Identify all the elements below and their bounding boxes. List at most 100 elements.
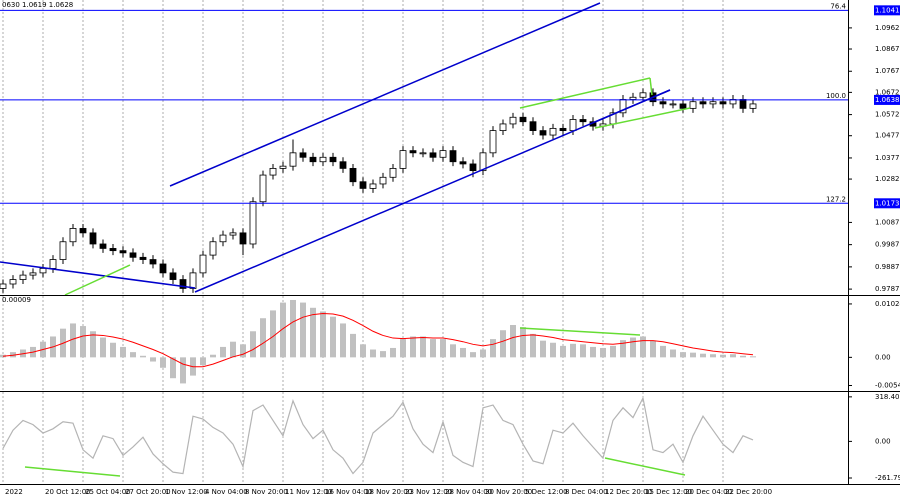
y-tick-label: 0.9887 <box>875 263 900 271</box>
divergence-line <box>594 107 691 129</box>
price-box <box>874 5 900 16</box>
macd-bar <box>640 336 646 358</box>
x-tick-label: 2022 <box>5 488 23 496</box>
macd-bar <box>70 323 76 358</box>
level-label: 127.2 <box>826 195 846 203</box>
candle-body <box>369 183 377 189</box>
candle-body <box>319 156 327 163</box>
candle-body <box>579 119 587 123</box>
candle-body <box>639 92 647 98</box>
macd-bar <box>750 356 756 358</box>
macd-bar <box>560 345 566 358</box>
macd-bar <box>690 352 696 358</box>
grid <box>2 0 724 484</box>
x-tick-label: 20 Dec 04:00 <box>685 488 732 496</box>
x-tick-label: 12 Dec 20:00 <box>605 488 652 496</box>
candle-body <box>549 127 557 136</box>
candle-body <box>229 232 237 236</box>
candle-body <box>39 268 47 274</box>
candle-body <box>349 167 357 183</box>
candle-body <box>0 283 7 289</box>
divergence-line <box>604 457 686 476</box>
x-tick-label: 16 Nov 04:00 <box>325 488 372 496</box>
trend-line <box>594 89 671 123</box>
macd-bar <box>510 325 516 358</box>
candle-body <box>329 156 337 163</box>
macd-bar <box>310 307 316 358</box>
macd-bar <box>230 341 236 358</box>
candle-body <box>289 152 297 167</box>
candle-body <box>709 101 717 105</box>
candle-body <box>99 243 107 249</box>
macd-bar <box>280 302 286 358</box>
macd-bar <box>100 337 106 358</box>
y-tick-label: 1.0087 <box>875 218 900 226</box>
candle-body <box>169 272 177 280</box>
macd-bar <box>470 352 476 358</box>
candle-body <box>459 161 467 165</box>
price-box-label: 1.0638 <box>875 96 900 104</box>
y-tick-label: 0.00 <box>875 437 891 445</box>
macd-bar <box>600 347 606 358</box>
trend-line <box>0 261 196 289</box>
candle-body <box>49 259 57 269</box>
macd-bar <box>300 302 306 358</box>
macd-bar <box>290 299 296 358</box>
macd-bar <box>450 344 456 358</box>
macd-bar <box>130 352 136 358</box>
trend-lines <box>0 2 691 477</box>
candle-body <box>269 167 277 176</box>
macd-bar <box>430 339 436 358</box>
x-tick-label: 5 Dec 12:00 <box>525 488 568 496</box>
macd-bar <box>240 344 246 358</box>
candle-body <box>479 152 487 172</box>
macd-bar <box>730 354 736 358</box>
candle-body <box>409 150 417 154</box>
candle-body <box>529 121 537 132</box>
candle-body <box>139 256 147 260</box>
price-box <box>874 198 900 209</box>
panel-frames <box>0 0 900 485</box>
y-tick-label: 1.0282 <box>875 175 900 183</box>
y-tick-label: 0.00 <box>875 353 891 361</box>
candle-body <box>259 174 267 203</box>
candle-body <box>749 103 757 109</box>
y-tick-label: 318.4079 <box>875 393 900 401</box>
candle-body <box>669 103 677 106</box>
x-tick-label: 1 Nov 12:00 <box>165 488 208 496</box>
price-box-label: 1.1041 <box>875 6 900 14</box>
macd-bar <box>380 351 386 358</box>
candle-body <box>339 161 347 169</box>
macd-bar <box>700 353 706 358</box>
macd-bar <box>360 344 366 358</box>
candle-body <box>239 232 247 245</box>
macd-bar <box>110 342 116 358</box>
candle-body <box>149 259 157 265</box>
channel-lower <box>194 89 671 293</box>
macd-bar <box>460 347 466 358</box>
candle-body <box>29 272 37 276</box>
candle-body <box>299 152 307 158</box>
y-tick-label: 1.0672 <box>875 88 900 96</box>
x-tick-label: 27 Oct 20:00 <box>125 488 171 496</box>
macd-bar <box>330 316 336 358</box>
macd-bar <box>500 330 506 358</box>
x-tick-label: 22 Dec 20:00 <box>725 488 772 496</box>
candle-body <box>59 241 67 260</box>
macd-bar <box>340 323 346 358</box>
candle-body <box>719 101 727 105</box>
divergence-line <box>24 466 121 477</box>
candle-body <box>19 274 27 280</box>
candle-body <box>659 101 667 105</box>
macd-bar <box>210 354 216 358</box>
macd-bar <box>350 333 356 358</box>
macd-bar <box>540 340 546 358</box>
macd-bar <box>710 354 716 358</box>
macd-bar <box>620 340 626 358</box>
candle-body <box>509 116 517 125</box>
x-tick-label: 25 Oct 04:00 <box>85 488 131 496</box>
candle-body <box>129 252 137 258</box>
y-tick-label: 0.9987 <box>875 241 900 249</box>
candle-body <box>9 279 17 285</box>
